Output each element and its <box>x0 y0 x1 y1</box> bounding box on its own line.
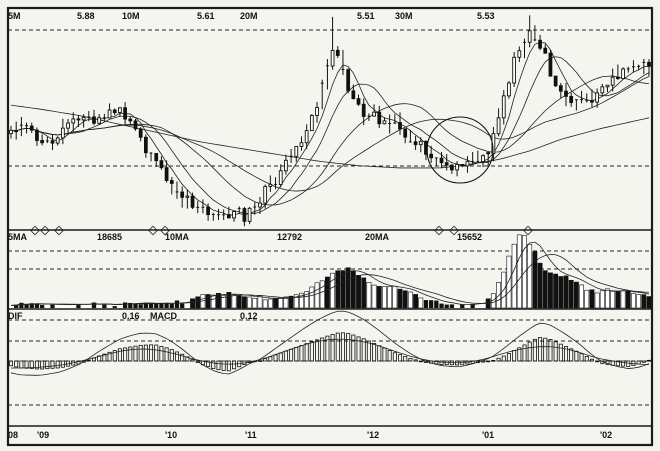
svg-text:'12: '12 <box>367 430 379 440</box>
svg-text:'10: '10 <box>165 430 177 440</box>
svg-text:'01: '01 <box>482 430 494 440</box>
svg-text:'02: '02 <box>600 430 612 440</box>
svg-text:20MA: 20MA <box>365 232 390 242</box>
svg-text:DIF: DIF <box>8 311 23 321</box>
svg-text:5.51: 5.51 <box>357 11 375 21</box>
svg-text:18685: 18685 <box>97 232 122 242</box>
svg-text:'09: '09 <box>37 430 49 440</box>
svg-text:5.88: 5.88 <box>77 11 95 21</box>
svg-text:5.53: 5.53 <box>477 11 495 21</box>
svg-text:0.12: 0.12 <box>240 311 258 321</box>
svg-text:5M: 5M <box>8 11 21 21</box>
svg-text:MACD: MACD <box>150 311 177 321</box>
svg-text:5MA: 5MA <box>8 232 28 242</box>
svg-text:5.61: 5.61 <box>197 11 215 21</box>
svg-text:0.16: 0.16 <box>122 311 140 321</box>
svg-text:10MA: 10MA <box>165 232 190 242</box>
svg-text:20M: 20M <box>240 11 258 21</box>
svg-text:12792: 12792 <box>277 232 302 242</box>
svg-text:'11: '11 <box>245 430 257 440</box>
svg-text:10M: 10M <box>122 11 140 21</box>
svg-text:08: 08 <box>8 430 18 440</box>
svg-text:15652: 15652 <box>457 232 482 242</box>
svg-text:30M: 30M <box>395 11 413 21</box>
